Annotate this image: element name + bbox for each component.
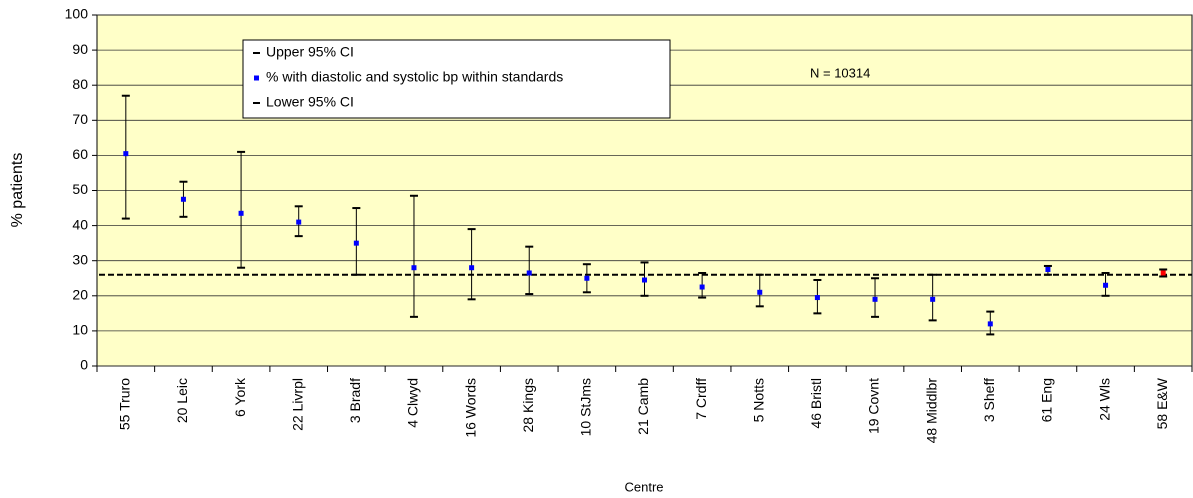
- point: [180, 196, 186, 202]
- x-tick-label: 16 Words: [462, 378, 478, 438]
- x-tick-label: 7 Crdff: [693, 378, 709, 420]
- point: [1103, 282, 1109, 288]
- y-tick-label: 90: [72, 41, 88, 57]
- point: [526, 270, 532, 276]
- x-tick-label: 46 Bristl: [808, 378, 824, 429]
- y-tick-label: 0: [80, 357, 88, 373]
- y-tick-label: 70: [72, 111, 88, 127]
- legend: Upper 95% CI % with diastolic and systoli…: [242, 39, 671, 119]
- point: [296, 219, 302, 225]
- point: [757, 289, 763, 295]
- point: [814, 295, 820, 301]
- legend-label: Upper 95% CI: [266, 44, 354, 60]
- point: [411, 265, 417, 271]
- x-tick-label: 21 Camb: [635, 378, 651, 435]
- y-tick-label: 60: [72, 146, 88, 162]
- x-tick-label: 20 Leic: [174, 378, 190, 423]
- point: [872, 296, 878, 302]
- point: [584, 275, 590, 281]
- legend-box: [242, 39, 671, 119]
- x-tick-label: 5 Notts: [750, 378, 766, 422]
- x-tick-label: 4 Clwyd: [405, 378, 421, 428]
- point: [642, 277, 647, 283]
- point: [469, 265, 475, 271]
- x-tick-label: 10 StJms: [578, 378, 594, 436]
- legend-label: Lower 95% CI: [266, 94, 354, 110]
- y-tick-label: 20: [72, 287, 88, 303]
- x-tick-label: 28 Kings: [520, 378, 536, 432]
- x-tick-label: 61 Eng: [1039, 378, 1055, 422]
- point: [1160, 270, 1166, 276]
- y-axis-title: % patients: [9, 153, 26, 228]
- point: [123, 151, 129, 157]
- x-tick-label: 58 E&W: [1154, 377, 1170, 429]
- x-axis-title: Centre: [624, 479, 663, 494]
- x-tick-label: 6 York: [232, 377, 248, 417]
- x-tick-label: 48 Middlbr: [923, 378, 939, 444]
- point: [930, 296, 936, 302]
- point: [699, 284, 705, 290]
- y-tick-label: 100: [65, 6, 89, 22]
- legend-marker: [254, 75, 259, 81]
- y-tick-label: 80: [72, 76, 88, 92]
- point: [1045, 266, 1051, 272]
- x-tick-label: 19 Covnt: [866, 378, 882, 434]
- point: [353, 240, 359, 246]
- x-tick-label: 55 Truro: [117, 378, 133, 430]
- annotation: N = 10314: [810, 65, 870, 80]
- y-tick-label: 40: [72, 216, 88, 232]
- legend-label: % with diastolic and systolic bp within …: [266, 69, 563, 85]
- x-tick-label: 3 Sheff: [981, 378, 997, 422]
- x-tick-label: 22 Livrpl: [289, 378, 305, 431]
- y-tick-label: 30: [72, 251, 88, 267]
- x-tick-label: 24 Wls: [1096, 378, 1112, 421]
- x-tick-label: 3 Bradf: [347, 378, 363, 423]
- y-tick-label: 50: [72, 181, 88, 197]
- y-tick-label: 10: [72, 322, 88, 338]
- point: [238, 210, 244, 216]
- point: [987, 321, 993, 327]
